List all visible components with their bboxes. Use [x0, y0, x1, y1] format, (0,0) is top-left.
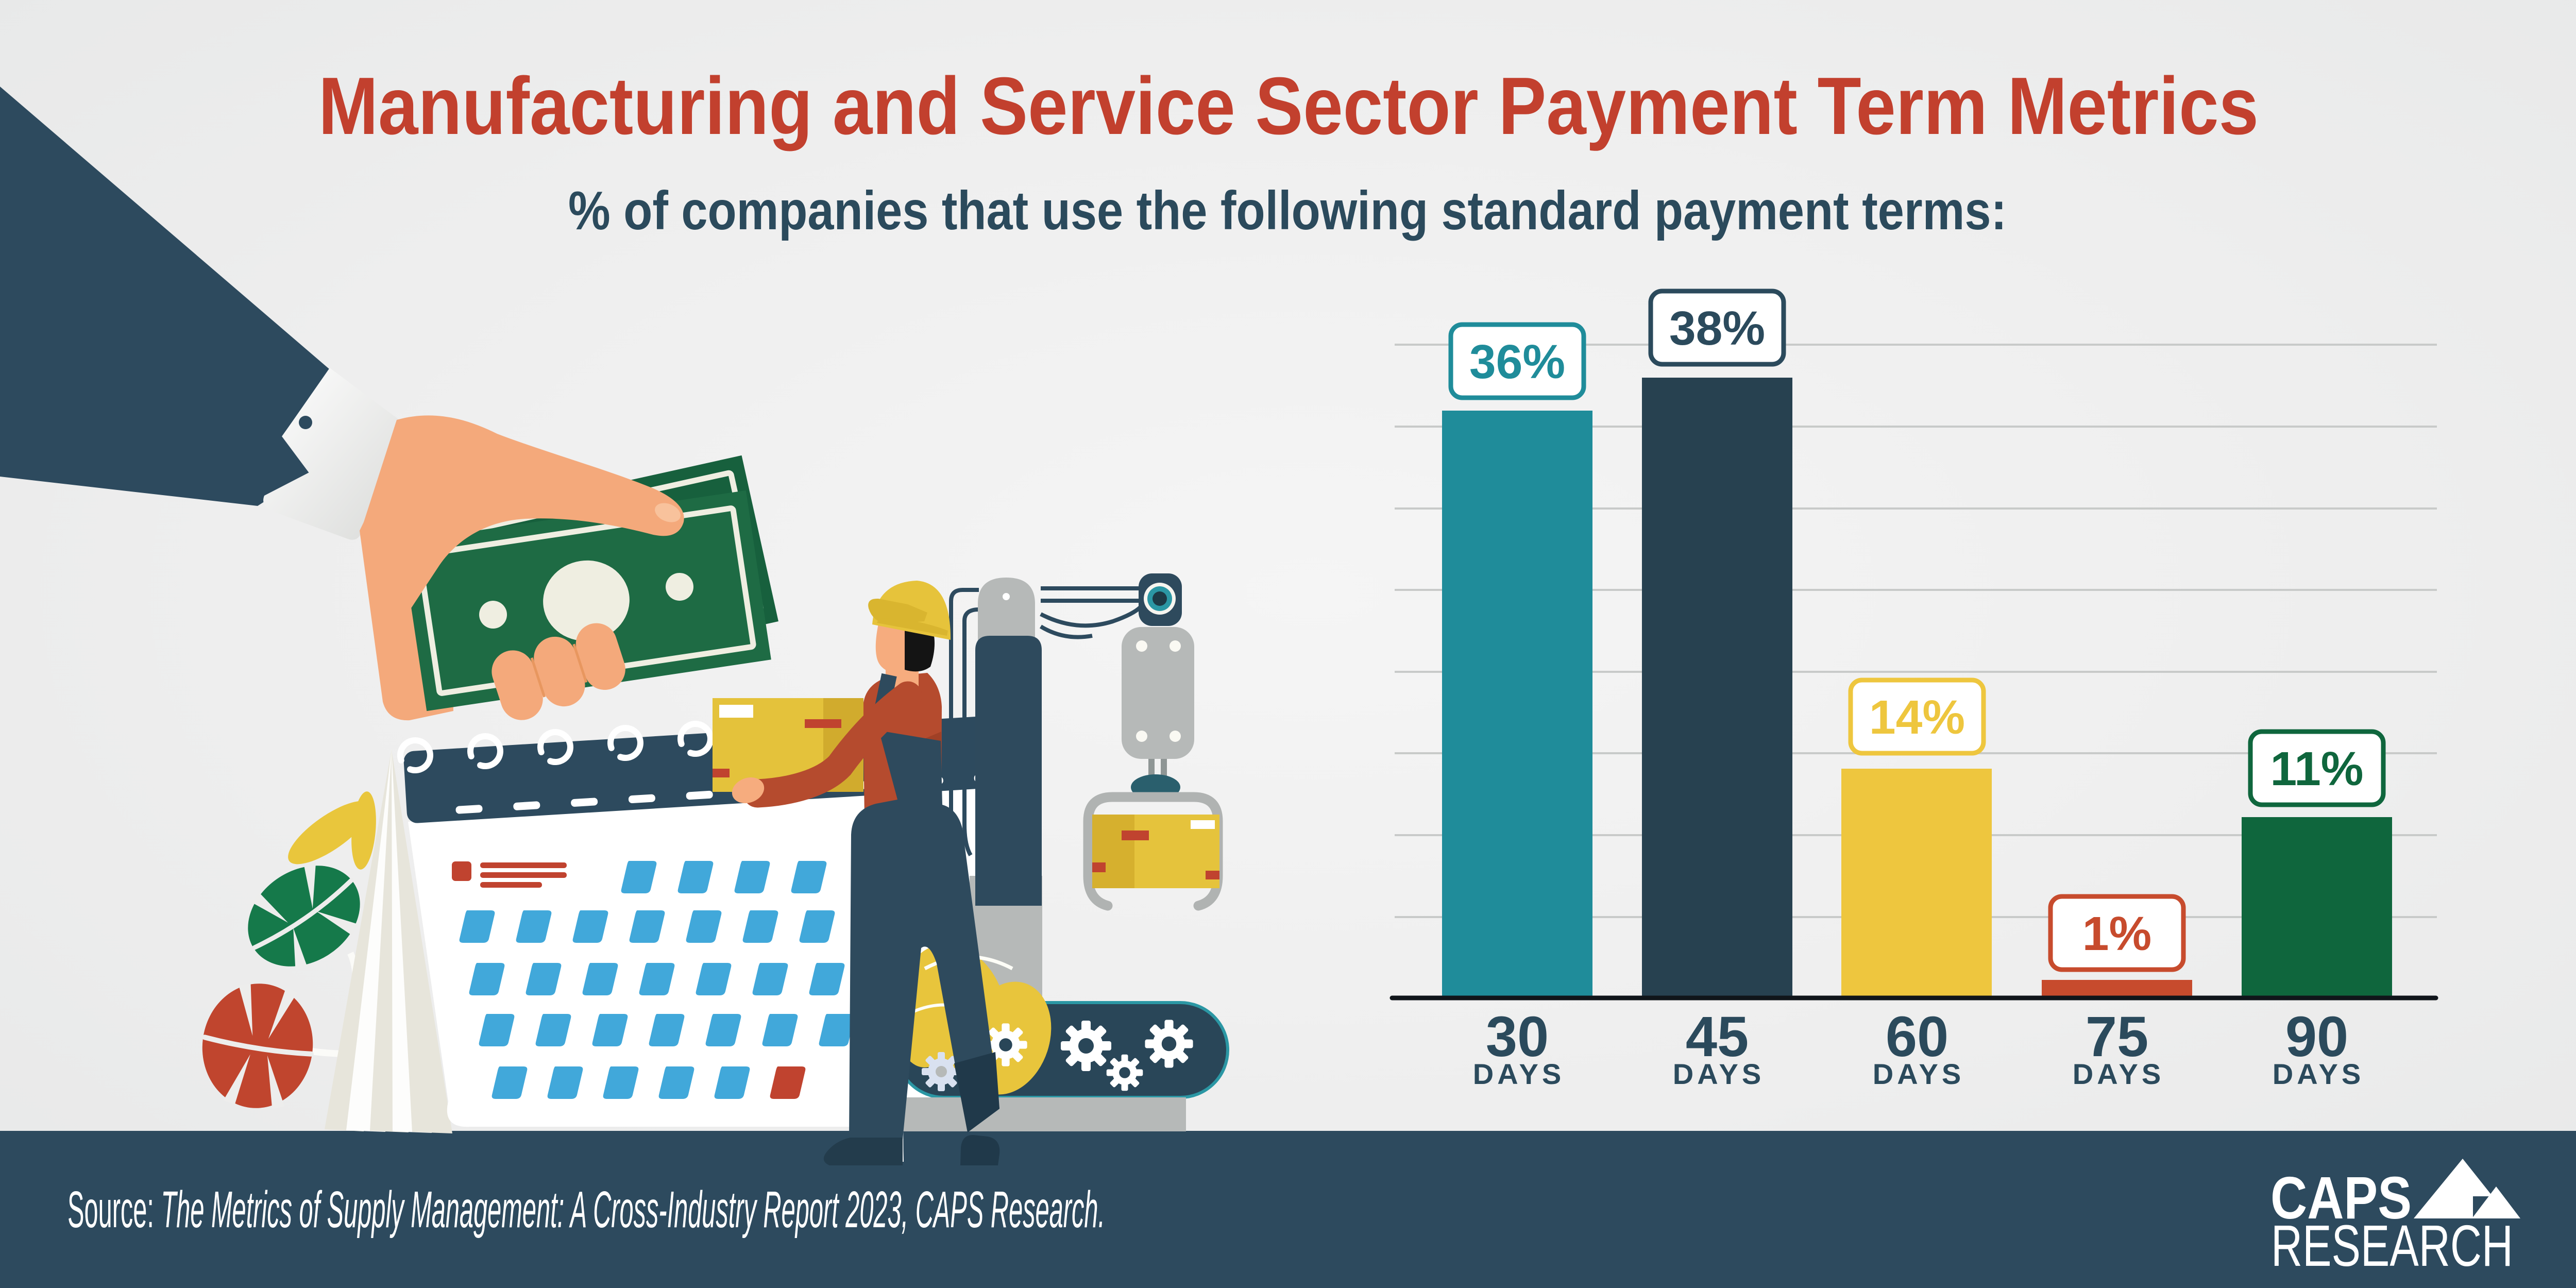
svg-text:14%: 14% [1869, 690, 1965, 744]
svg-text:DAYS: DAYS [1473, 1058, 1565, 1090]
svg-text:Manufacturing and Service Sect: Manufacturing and Service Sector Payment… [318, 61, 2259, 151]
svg-text:Source: The Metrics of Supply: Source: The Metrics of Supply Management… [67, 1181, 1105, 1239]
svg-text:75: 75 [2086, 1005, 2148, 1069]
svg-text:DAYS: DAYS [2273, 1058, 2364, 1090]
svg-text:1%: 1% [2082, 907, 2151, 960]
svg-text:% of companies that use the fo: % of companies that use the following st… [568, 180, 2007, 241]
svg-text:11%: 11% [2270, 742, 2363, 795]
svg-text:36%: 36% [1469, 335, 1565, 388]
svg-text:90: 90 [2285, 1005, 2348, 1069]
svg-text:45: 45 [1686, 1005, 1749, 1069]
svg-text:RESEARCH: RESEARCH [2271, 1213, 2513, 1278]
svg-text:CAPS: CAPS [2270, 1164, 2412, 1231]
svg-text:30: 30 [1486, 1005, 1549, 1069]
svg-text:60: 60 [1886, 1005, 1948, 1069]
svg-text:DAYS: DAYS [2073, 1058, 2164, 1090]
svg-text:38%: 38% [1669, 301, 1765, 355]
svg-text:DAYS: DAYS [1873, 1058, 1964, 1090]
svg-text:DAYS: DAYS [1673, 1058, 1765, 1090]
